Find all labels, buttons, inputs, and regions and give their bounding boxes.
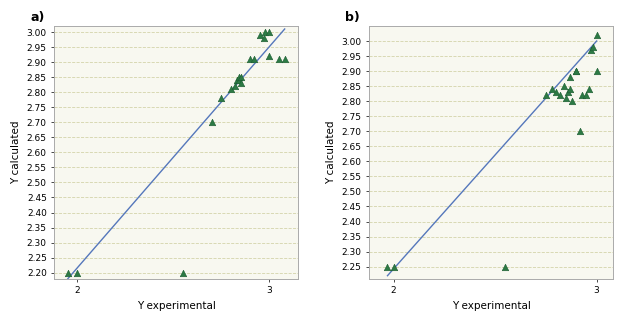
Point (235, 75, 245, 80)
Point (258, 35, 268, 41)
Point (207, 120, 217, 125)
Point (592, 69, 602, 74)
X-axis label: Y experimental: Y experimental (452, 301, 530, 311)
Point (383, 264, 392, 269)
Point (255, 33, 265, 38)
Point (547, 87, 557, 92)
Point (274, 56, 284, 62)
Point (567, 99, 577, 104)
Point (572, 69, 582, 74)
Point (582, 93, 592, 98)
Point (265, 29, 275, 34)
Point (249, 56, 259, 62)
Point (260, 29, 270, 34)
Point (245, 56, 255, 62)
Point (280, 56, 290, 62)
Point (72, 270, 82, 275)
Point (588, 44, 598, 50)
Y-axis label: Y calculated: Y calculated (326, 121, 336, 184)
Point (541, 93, 551, 98)
Point (555, 93, 565, 98)
Point (592, 33, 602, 38)
X-axis label: Y experimental: Y experimental (137, 301, 216, 311)
Y-axis label: Y calculated: Y calculated (11, 121, 21, 184)
Text: b): b) (345, 11, 359, 24)
Point (230, 84, 240, 89)
Point (233, 78, 243, 83)
Point (583, 87, 593, 92)
Point (559, 84, 569, 89)
Point (561, 96, 571, 101)
Point (226, 87, 236, 92)
Text: a): a) (30, 11, 44, 24)
Point (389, 264, 399, 269)
Point (178, 270, 188, 275)
Point (565, 75, 575, 80)
Point (563, 90, 573, 95)
Point (565, 87, 575, 92)
Point (233, 75, 243, 80)
Point (232, 78, 241, 83)
Point (235, 80, 245, 86)
Point (585, 47, 595, 52)
Point (265, 53, 275, 59)
Point (217, 96, 227, 101)
Point (575, 129, 585, 134)
Point (572, 69, 582, 74)
Point (551, 90, 561, 95)
Point (577, 93, 587, 98)
Point (500, 264, 510, 269)
Point (63, 270, 73, 275)
